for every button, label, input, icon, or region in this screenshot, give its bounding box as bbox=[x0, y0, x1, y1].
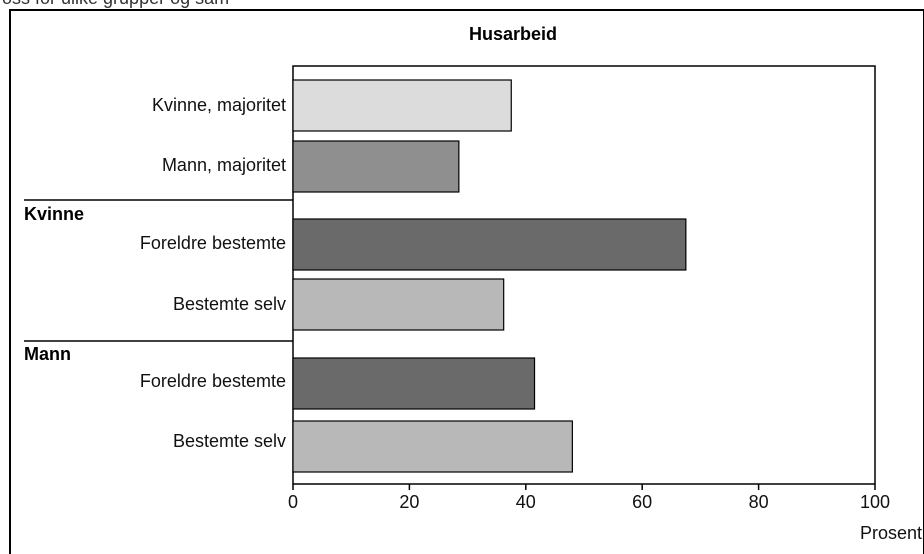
chart-title: Husarbeid bbox=[469, 24, 557, 44]
x-tick-label: 60 bbox=[632, 492, 652, 512]
category-label: Bestemte selv bbox=[173, 294, 286, 314]
category-label: Foreldre bestemte bbox=[140, 371, 286, 391]
bar bbox=[293, 80, 511, 131]
category-label: Foreldre bestemte bbox=[140, 233, 286, 253]
category-label: Bestemte selv bbox=[173, 431, 286, 451]
x-tick-label: 0 bbox=[288, 492, 298, 512]
x-tick-label: 20 bbox=[399, 492, 419, 512]
x-tick-label: 100 bbox=[860, 492, 890, 512]
cut-header-text: oss for ulike grupper og sam bbox=[2, 0, 229, 8]
bar bbox=[293, 219, 686, 270]
bar bbox=[293, 421, 572, 472]
group-label-mann: Mann bbox=[24, 344, 71, 364]
bar bbox=[293, 358, 535, 409]
group-label-kvinne: Kvinne bbox=[24, 204, 84, 224]
bar bbox=[293, 141, 459, 192]
bar bbox=[293, 279, 504, 330]
x-tick-label: 80 bbox=[749, 492, 769, 512]
x-axis-label: Prosent bbox=[860, 523, 922, 543]
category-label: Mann, majoritet bbox=[162, 155, 286, 175]
category-label: Kvinne, majoritet bbox=[152, 95, 286, 115]
x-tick-label: 40 bbox=[516, 492, 536, 512]
